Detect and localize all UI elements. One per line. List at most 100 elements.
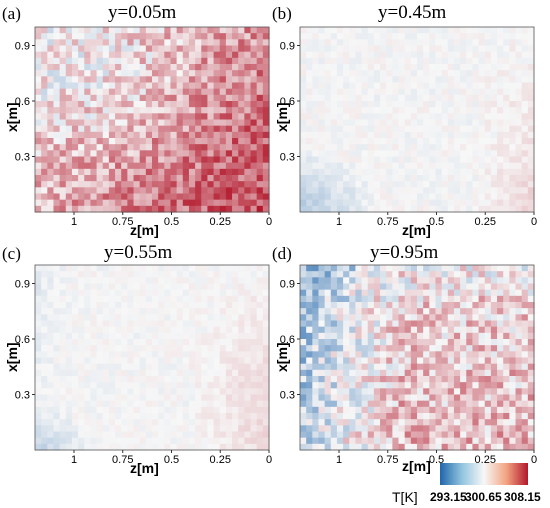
heatmap-cell: [170, 45, 178, 53]
heatmap-cell: [96, 314, 104, 322]
heatmap-cell: [509, 314, 517, 322]
heatmap-cell: [238, 431, 245, 439]
heatmap-cell: [139, 314, 147, 322]
heatmap-cell: [35, 205, 42, 213]
heatmap-cell: [158, 363, 165, 371]
heatmap-cell: [497, 101, 504, 108]
heatmap-cell: [170, 419, 178, 426]
heatmap-cell: [158, 388, 165, 396]
heatmap-cell: [256, 181, 264, 188]
heatmap-cell: [195, 400, 202, 408]
heatmap-cell: [435, 376, 443, 383]
heatmap-cell: [490, 388, 498, 396]
heatmap-cell: [441, 70, 449, 77]
heatmap-cell: [373, 326, 381, 334]
heatmap-cell: [312, 39, 320, 47]
heatmap-cell: [256, 277, 264, 285]
heatmap-cell: [47, 27, 55, 34]
heatmap-cell: [207, 351, 215, 359]
heatmap-cell: [133, 150, 141, 158]
heatmap-cell: [515, 388, 523, 396]
heatmap-cell: [460, 175, 467, 182]
heatmap-cell: [121, 125, 128, 133]
heatmap-cell: [139, 45, 147, 53]
heatmap-cell: [527, 308, 535, 315]
heatmap-cell: [244, 39, 252, 47]
heatmap-cell: [65, 156, 73, 164]
heatmap-cell: [71, 64, 79, 71]
heatmap-cell: [361, 413, 369, 420]
heatmap-cell: [324, 382, 332, 389]
heatmap-cell: [170, 131, 178, 139]
heatmap-cell: [225, 125, 233, 133]
heatmap-cell: [355, 271, 363, 278]
heatmap-cell: [164, 45, 172, 53]
heatmap-cell: [90, 64, 98, 71]
heatmap-cell: [453, 27, 461, 34]
heatmap-cell: [380, 320, 387, 328]
heatmap-cell: [343, 419, 350, 426]
heatmap-cell: [521, 431, 529, 439]
heatmap-cell: [527, 388, 535, 396]
heatmap-cell: [207, 406, 215, 414]
heatmap-cell: [219, 76, 227, 84]
heatmap-cell: [59, 320, 67, 328]
heatmap-cell: [256, 320, 264, 328]
heatmap-cell: [250, 119, 258, 127]
heatmap-cell: [423, 437, 430, 445]
heatmap-cell: [398, 413, 406, 420]
heatmap-cell: [262, 27, 270, 34]
heatmap-cell: [182, 33, 190, 40]
heatmap-cell: [472, 431, 480, 439]
heatmap-cell: [361, 181, 369, 188]
heatmap-cell: [158, 119, 165, 127]
heatmap-cell: [195, 271, 202, 278]
heatmap-cell: [423, 332, 430, 340]
heatmap-cell: [102, 168, 110, 176]
heatmap-cell: [244, 425, 252, 433]
heatmap-cell: [361, 138, 369, 145]
heatmap-cell: [164, 205, 172, 213]
heatmap-cell: [207, 320, 215, 328]
heatmap-cell: [71, 437, 79, 445]
heatmap-cell: [164, 277, 172, 285]
heatmap-cell: [515, 382, 523, 389]
heatmap-cell: [521, 175, 529, 182]
heatmap-cell: [306, 437, 313, 445]
heatmap-cell: [300, 101, 307, 108]
heatmap-cell: [429, 376, 437, 383]
heatmap-cell: [515, 70, 523, 77]
panel-label: (d): [272, 244, 292, 263]
heatmap-cell: [521, 119, 529, 127]
heatmap-cell: [336, 76, 344, 84]
heatmap-cell: [503, 57, 510, 65]
heatmap-cell: [232, 51, 239, 59]
heatmap-cell: [509, 443, 517, 451]
heatmap-cell: [447, 119, 455, 127]
heatmap-cell: [90, 119, 98, 127]
heatmap-cell: [59, 150, 67, 158]
heatmap-cell: [121, 271, 128, 278]
heatmap-cell: [225, 51, 233, 59]
heatmap-cell: [219, 265, 227, 272]
heatmap-cell: [497, 125, 504, 133]
heatmap-cell: [478, 376, 486, 383]
heatmap-cell: [244, 363, 252, 371]
heatmap-cell: [195, 205, 202, 213]
heatmap-cell: [71, 357, 79, 365]
heatmap-cell: [53, 199, 61, 207]
heatmap-cell: [521, 113, 529, 121]
heatmap-cell: [361, 101, 369, 108]
heatmap-cell: [78, 76, 85, 84]
heatmap-cell: [115, 332, 122, 340]
heatmap-cell: [386, 119, 393, 127]
heatmap-cell: [121, 107, 128, 114]
heatmap-cell: [96, 302, 104, 309]
heatmap-cell: [238, 376, 245, 383]
heatmap-cell: [386, 437, 393, 445]
heatmap-cell: [330, 388, 338, 396]
heatmap-cell: [521, 437, 529, 445]
heatmap-cell: [466, 33, 474, 40]
heatmap-cell: [232, 119, 239, 127]
heatmap-cell: [300, 64, 307, 71]
